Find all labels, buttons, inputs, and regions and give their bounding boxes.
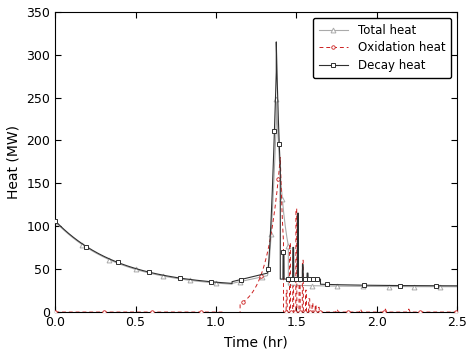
Legend: Total heat, Oxidation heat, Decay heat: Total heat, Oxidation heat, Decay heat	[313, 18, 451, 78]
Decay heat	[53, 219, 58, 223]
Decay heat	[54, 220, 60, 225]
Decay heat	[296, 277, 302, 281]
Total heat	[311, 284, 317, 288]
Oxidation heat	[230, 312, 236, 316]
Oxidation heat	[277, 155, 283, 159]
Oxidation heat	[53, 310, 58, 314]
Total heat	[363, 284, 368, 288]
Oxidation heat	[454, 310, 460, 314]
Line: Total heat: Total heat	[53, 97, 460, 289]
Oxidation heat	[222, 312, 228, 316]
Total heat	[358, 284, 364, 288]
Oxidation heat	[93, 310, 99, 314]
Total heat	[155, 273, 161, 277]
Decay heat	[454, 284, 460, 288]
Total heat	[53, 220, 58, 224]
Total heat	[191, 279, 197, 283]
Decay heat	[308, 277, 313, 281]
Line: Oxidation heat: Oxidation heat	[54, 156, 459, 316]
X-axis label: Time (hr): Time (hr)	[224, 335, 288, 349]
Decay heat	[304, 271, 310, 275]
Oxidation heat	[299, 310, 304, 315]
Decay heat	[103, 255, 109, 260]
Decay heat	[273, 40, 279, 44]
Total heat	[273, 97, 279, 101]
Decay heat	[349, 283, 355, 287]
Oxidation heat	[323, 310, 329, 314]
Total heat	[454, 284, 460, 289]
Y-axis label: Heat (MW): Heat (MW)	[7, 125, 21, 199]
Total heat	[377, 284, 383, 289]
Oxidation heat	[283, 310, 288, 315]
Line: Decay heat: Decay heat	[53, 40, 459, 288]
Oxidation heat	[179, 310, 185, 314]
